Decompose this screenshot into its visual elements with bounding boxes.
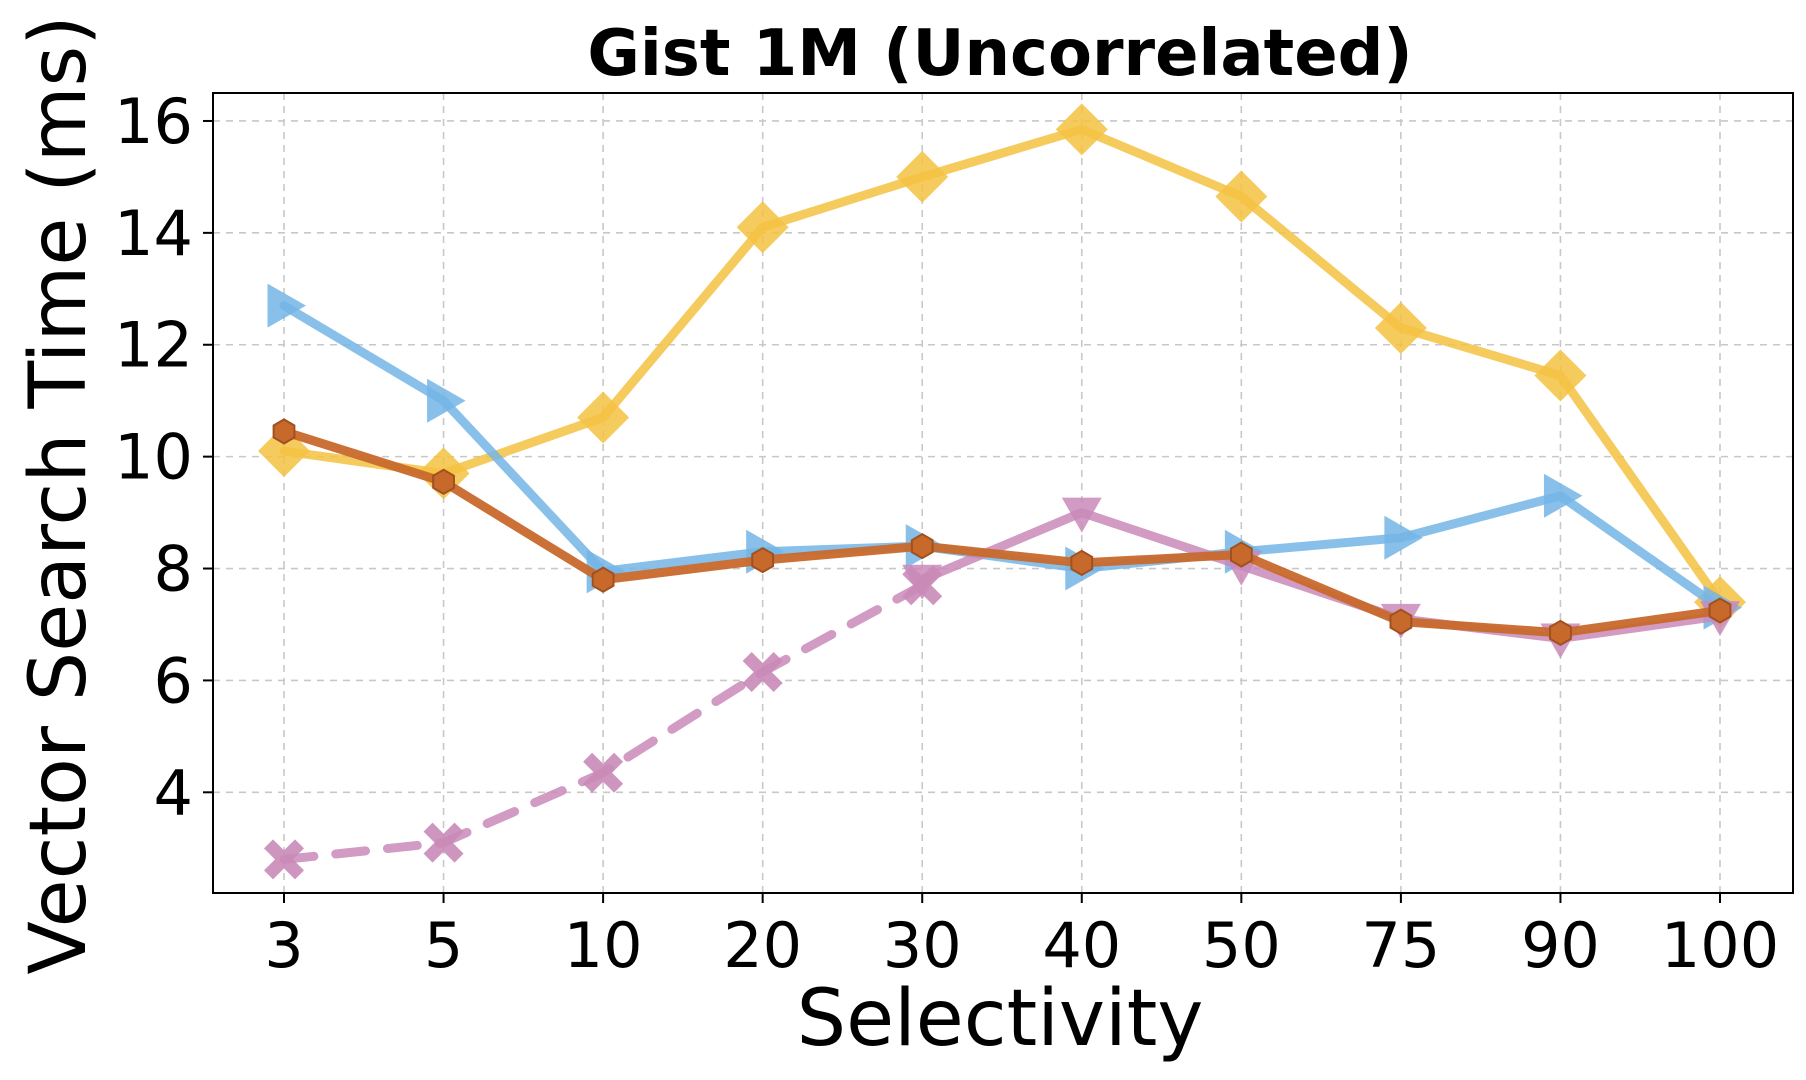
series-line — [279, 124, 1725, 607]
data-point — [1389, 608, 1413, 635]
ticks: 3 5 10 20 30 40 50 75 90 100 4 6 8 10 12 14 16 — [114, 85, 1779, 982]
y-tick-label: 4 — [154, 756, 193, 829]
y-tick-label: 16 — [114, 85, 193, 158]
plot-frame — [212, 92, 1794, 894]
y-axis-label: Vector Search Time (ms) — [14, 15, 104, 974]
data-point — [1384, 515, 1423, 560]
data-point — [742, 652, 783, 693]
y-tick-label: 14 — [114, 197, 193, 270]
data-point — [751, 546, 775, 574]
series-orange-hexagon — [272, 418, 1732, 647]
data-point — [896, 150, 949, 203]
series-line — [279, 426, 1725, 638]
y-tick-label: 6 — [154, 644, 193, 717]
data-point — [1215, 170, 1268, 223]
data-point — [1549, 619, 1572, 647]
data-point — [1070, 549, 1094, 577]
x-tick-label: 30 — [883, 909, 962, 982]
data-point — [736, 201, 789, 254]
x-tick-label: 50 — [1202, 909, 1281, 982]
x-tick-label: 10 — [564, 909, 643, 982]
data-point — [910, 532, 934, 560]
x-tick-label: 40 — [1042, 909, 1121, 982]
y-tick-label: 10 — [114, 421, 193, 494]
data-point — [1061, 497, 1102, 533]
x-tick-label: 5 — [424, 909, 463, 982]
series-pink-x — [264, 565, 943, 880]
data-point — [1543, 473, 1583, 518]
y-tick-label: 12 — [114, 309, 193, 382]
data-point — [1708, 597, 1732, 624]
x-tick-label: 20 — [723, 909, 802, 982]
data-point — [272, 418, 296, 445]
data-point — [432, 468, 455, 495]
data-point — [591, 566, 615, 593]
x-tick-label: 90 — [1521, 909, 1600, 982]
x-axis-label: Selectivity — [797, 974, 1204, 1064]
x-tick-label: 3 — [264, 909, 303, 982]
data-point — [902, 565, 943, 606]
y-tick-label: 8 — [154, 533, 193, 606]
data-point — [1374, 301, 1427, 354]
data-point — [583, 752, 624, 793]
data-point — [264, 839, 304, 880]
x-tick-label: 75 — [1361, 909, 1440, 982]
data-point — [1534, 349, 1587, 402]
data-point — [267, 283, 306, 328]
data-point — [1055, 103, 1108, 156]
series-group — [258, 103, 1746, 880]
data-point — [1229, 541, 1253, 568]
data-point — [427, 378, 466, 423]
data-point — [577, 391, 630, 444]
data-point — [423, 822, 464, 863]
chart-title: Gist 1M (Uncorrelated) — [587, 17, 1412, 91]
x-tick-label: 100 — [1661, 909, 1779, 982]
